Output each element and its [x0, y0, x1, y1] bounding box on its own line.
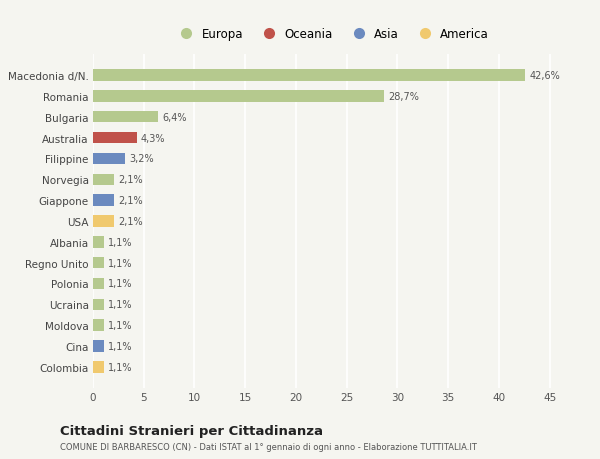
Bar — [93, 341, 104, 352]
Bar — [93, 174, 115, 185]
Bar — [93, 91, 384, 102]
Bar — [93, 299, 104, 310]
Text: 28,7%: 28,7% — [388, 92, 419, 102]
Bar — [93, 257, 104, 269]
Text: 3,2%: 3,2% — [130, 154, 154, 164]
Text: 1,1%: 1,1% — [108, 258, 133, 268]
Bar — [93, 236, 104, 248]
Text: 1,1%: 1,1% — [108, 300, 133, 310]
Bar — [93, 361, 104, 373]
Text: 1,1%: 1,1% — [108, 237, 133, 247]
Bar — [93, 70, 526, 82]
Text: 2,1%: 2,1% — [118, 196, 143, 206]
Text: 2,1%: 2,1% — [118, 175, 143, 185]
Legend: Europa, Oceania, Asia, America: Europa, Oceania, Asia, America — [175, 28, 488, 41]
Bar — [93, 153, 125, 165]
Text: 6,4%: 6,4% — [162, 112, 187, 123]
Text: 2,1%: 2,1% — [118, 217, 143, 226]
Bar — [93, 278, 104, 290]
Text: 1,1%: 1,1% — [108, 341, 133, 351]
Text: COMUNE DI BARBARESCO (CN) - Dati ISTAT al 1° gennaio di ogni anno - Elaborazione: COMUNE DI BARBARESCO (CN) - Dati ISTAT a… — [60, 442, 477, 451]
Bar — [93, 216, 115, 227]
Bar — [93, 112, 158, 123]
Text: 1,1%: 1,1% — [108, 320, 133, 330]
Text: 42,6%: 42,6% — [529, 71, 560, 81]
Text: 1,1%: 1,1% — [108, 279, 133, 289]
Text: 1,1%: 1,1% — [108, 362, 133, 372]
Text: 4,3%: 4,3% — [140, 133, 165, 143]
Text: Cittadini Stranieri per Cittadinanza: Cittadini Stranieri per Cittadinanza — [60, 424, 323, 437]
Bar — [93, 133, 137, 144]
Bar — [93, 320, 104, 331]
Bar — [93, 195, 115, 207]
